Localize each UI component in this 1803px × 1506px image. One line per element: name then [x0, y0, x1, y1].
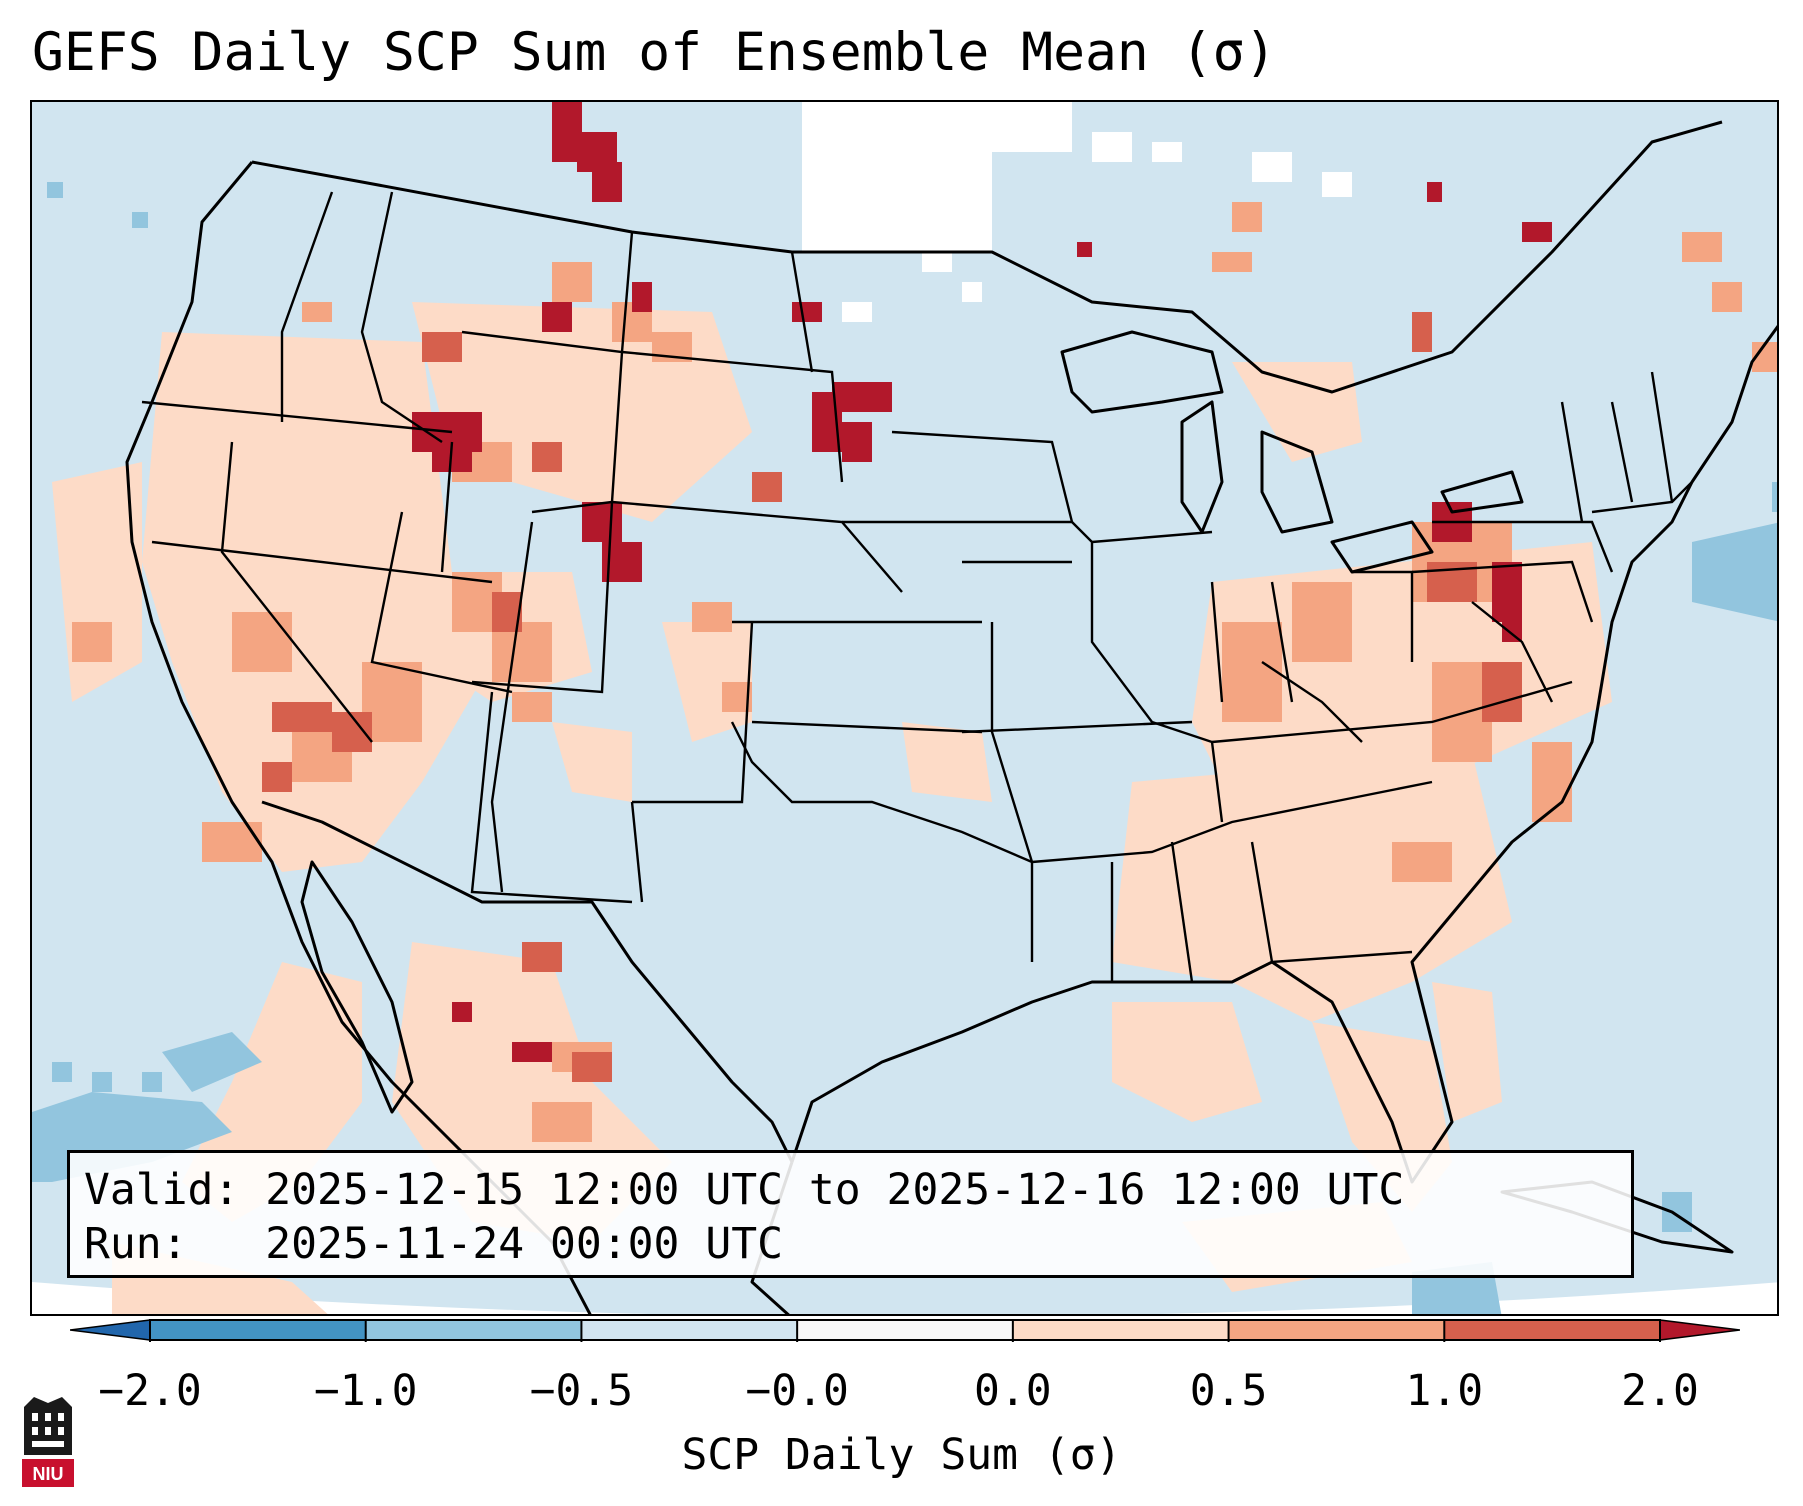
run-row: Run: 2025-11-24 00:00 UTC: [84, 1217, 1617, 1271]
boundaries: [125, 120, 1777, 1314]
colorbar: [70, 1319, 1740, 1342]
colorbar-tick-label: −2.0: [98, 1366, 202, 1416]
colorbar-under-triangle: [70, 1319, 151, 1341]
colorbar-bin-1: [365, 1320, 582, 1340]
colorbar-label: SCP Daily Sum (σ): [681, 1430, 1122, 1480]
colorbar-bin-3: [797, 1320, 1014, 1340]
map-canvas: [32, 102, 1777, 1314]
colorbar-bin-0: [150, 1320, 367, 1340]
niu-logo: NIU: [22, 1397, 74, 1487]
map-panel[interactable]: [30, 100, 1779, 1316]
valid-row: Valid: 2025-12-15 12:00 UTC to 2025-12-1…: [84, 1163, 1617, 1217]
run-time: 2025-11-24 00:00 UTC: [265, 1219, 783, 1269]
colorbar-bin-5: [1228, 1320, 1445, 1340]
us-mexico-border: [261, 800, 794, 1163]
lake-michigan: [1180, 400, 1224, 534]
colorbar-tick-label: 1.0: [1405, 1366, 1484, 1416]
state-borders: [141, 191, 1693, 983]
colorbar-bin-2: [581, 1320, 798, 1340]
colorbar-tick-label: 0.5: [1189, 1366, 1268, 1416]
colorbar-over-triangle: [1659, 1319, 1740, 1341]
colorbar-tick-label: −1.0: [313, 1366, 418, 1416]
lake-superior: [1060, 330, 1224, 414]
strong-positive-field: [262, 312, 1522, 1082]
colorbar-tick-label: 0.0: [974, 1366, 1052, 1416]
lake-huron: [1260, 430, 1334, 534]
colorbar-tick-label: −0.5: [529, 1366, 634, 1416]
extreme-positive-field: [412, 102, 1552, 1062]
valid-time-range: 2025-12-15 12:00 UTC to 2025-12-16 12:00…: [265, 1165, 1405, 1215]
colorbar-tick-label: 2.0: [1621, 1366, 1699, 1416]
atlantic-gulf-coastline: [790, 324, 1777, 1184]
run-label: Run:: [84, 1219, 188, 1269]
neutral-patches: [802, 102, 1352, 322]
valid-label: Valid:: [84, 1165, 240, 1215]
map-title: GEFS Daily SCP Sum of Ensemble Mean (σ): [32, 22, 1277, 83]
baja-peninsula: [300, 860, 414, 1114]
colorbar-bin-6: [1444, 1320, 1661, 1340]
valid-run-info-box: Valid: 2025-12-15 12:00 UTC to 2025-12-1…: [67, 1150, 1634, 1278]
colorbar-tick-label: −0.0: [745, 1366, 849, 1416]
lake-ontario: [1440, 470, 1524, 514]
lake-erie: [1330, 520, 1434, 574]
niu-logo-text: NIU: [33, 1464, 64, 1484]
colorbar-bin-4: [1012, 1320, 1230, 1340]
colorbar-bins: [150, 1320, 1661, 1340]
colorbar-ticks: [149, 1320, 1661, 1342]
